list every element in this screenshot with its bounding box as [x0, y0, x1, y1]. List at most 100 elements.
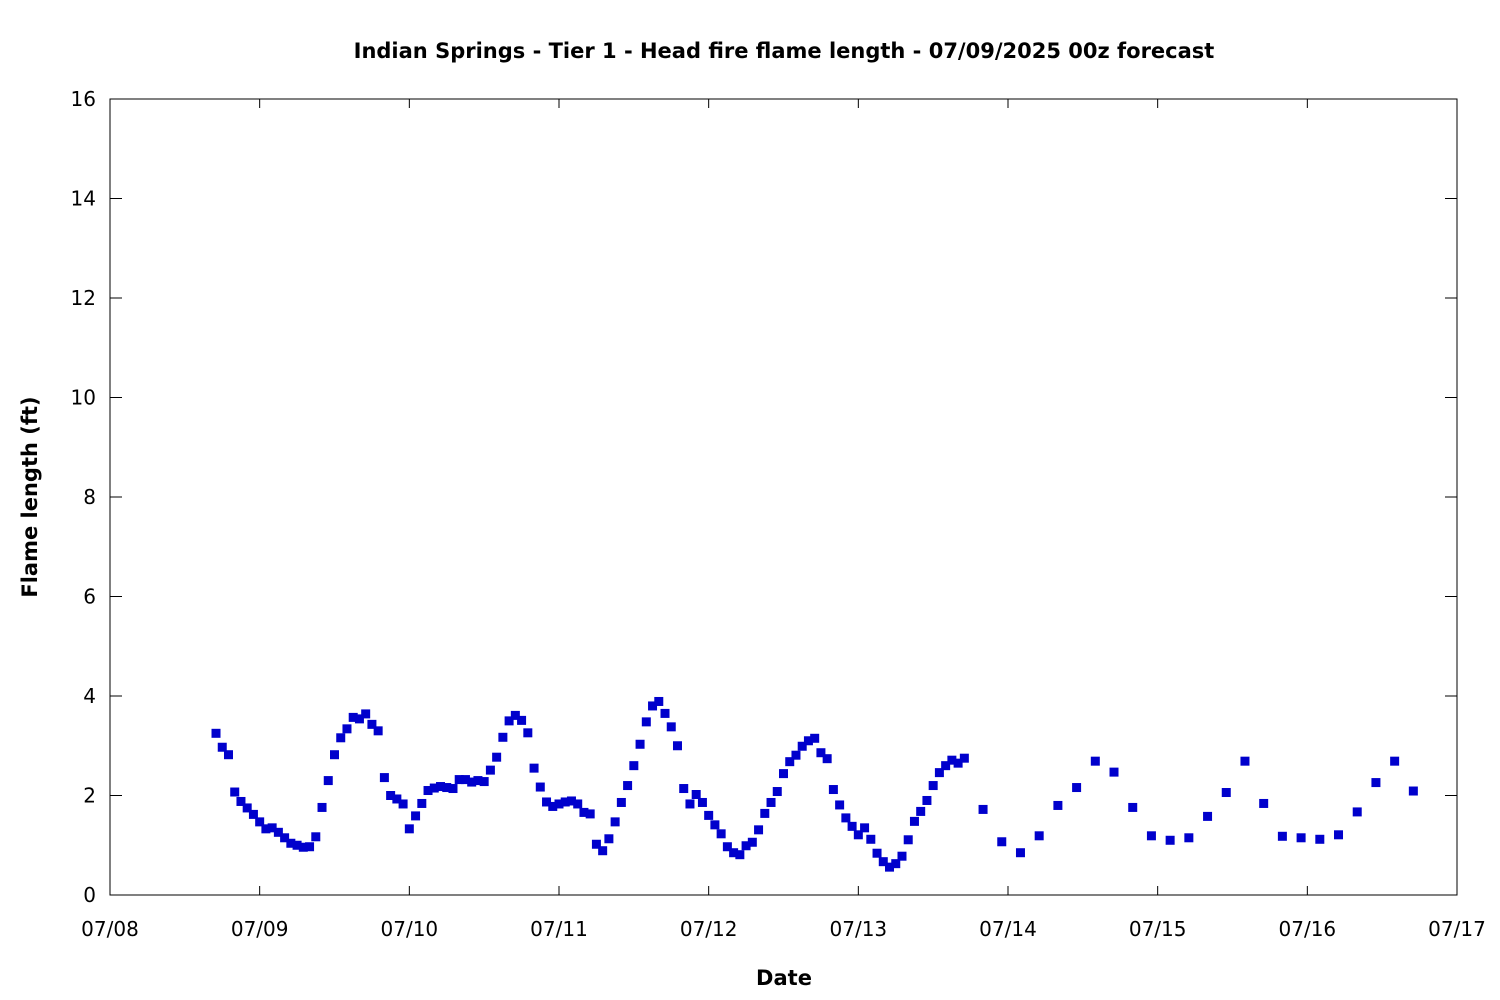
x-tick: 07/15	[1129, 99, 1187, 941]
y-tick-label: 16	[71, 87, 96, 111]
data-point	[691, 790, 701, 799]
x-tick-label: 07/12	[680, 917, 738, 941]
y-tick: 4	[83, 684, 1457, 708]
data-point	[648, 701, 658, 711]
data-point	[1390, 756, 1400, 766]
data-point	[1371, 778, 1381, 788]
y-tick-label: 4	[83, 684, 96, 708]
data-point	[997, 837, 1007, 847]
data-point	[660, 708, 670, 718]
data-point	[367, 719, 377, 729]
data-point	[454, 775, 464, 785]
x-tick-label: 07/09	[231, 917, 289, 941]
data-point	[460, 775, 470, 785]
data-point	[217, 742, 227, 752]
data-point	[429, 783, 439, 793]
data-point	[1203, 811, 1213, 821]
y-tick: 14	[71, 187, 1457, 211]
data-point	[791, 750, 801, 760]
data-point	[710, 820, 720, 830]
data-point	[230, 787, 240, 797]
data-point	[928, 781, 938, 791]
y-tick: 12	[71, 286, 1457, 310]
x-tick: 07/08	[81, 99, 139, 941]
data-point	[866, 834, 876, 844]
data-point	[529, 763, 539, 773]
data-point	[379, 773, 389, 783]
data-point	[953, 758, 963, 768]
y-tick: 6	[83, 585, 1457, 609]
data-point	[330, 750, 339, 760]
x-tick-label: 07/11	[530, 917, 588, 941]
data-point	[1259, 798, 1269, 808]
data-point	[498, 732, 508, 742]
data-point	[248, 809, 258, 819]
data-point	[223, 750, 233, 760]
data-point	[317, 802, 327, 812]
data-point	[903, 835, 913, 845]
data-point	[1408, 786, 1418, 796]
data-point	[1146, 831, 1156, 841]
data-point	[348, 712, 358, 722]
data-point	[610, 817, 620, 827]
x-tick: 07/14	[979, 99, 1037, 941]
data-point	[803, 736, 813, 746]
x-tick-label: 07/16	[1279, 917, 1337, 941]
data-point	[442, 783, 452, 793]
y-tick-label: 2	[83, 784, 96, 808]
data-point	[885, 862, 895, 872]
data-point	[392, 794, 402, 804]
data-point	[922, 795, 932, 805]
x-tick: 07/10	[381, 99, 438, 941]
data-point	[411, 811, 421, 821]
data-point	[797, 741, 807, 751]
x-axis-label: Date	[756, 966, 812, 990]
y-axis: 0 2 4 6 8 10 12 14 16	[71, 87, 1457, 907]
chart-title: Indian Springs - Tier 1 - Head fire flam…	[354, 39, 1215, 63]
data-point	[542, 797, 552, 807]
data-point	[1053, 800, 1063, 810]
data-point	[510, 710, 520, 720]
data-point	[722, 842, 732, 852]
data-point	[635, 739, 645, 749]
data-point	[236, 796, 246, 806]
data-point	[1109, 767, 1119, 777]
data-point	[436, 782, 446, 792]
data-point	[641, 717, 651, 727]
data-point	[716, 829, 726, 839]
x-tick-label: 07/14	[979, 917, 1037, 941]
data-point	[766, 797, 776, 807]
data-point	[672, 741, 682, 751]
data-point	[423, 786, 433, 796]
y-tick-label: 8	[83, 485, 96, 509]
data-point	[311, 832, 321, 842]
data-point	[735, 850, 745, 860]
data-point	[267, 823, 277, 833]
data-point	[323, 776, 333, 786]
data-point	[772, 787, 782, 797]
data-point	[373, 726, 383, 736]
data-point	[853, 830, 863, 840]
data-point	[292, 840, 302, 850]
data-point	[704, 810, 714, 820]
data-point	[623, 781, 633, 791]
data-point	[1128, 802, 1138, 812]
data-point	[517, 715, 527, 725]
data-point	[280, 833, 290, 843]
data-point	[298, 842, 308, 852]
data-point	[747, 837, 757, 847]
data-point	[1277, 831, 1287, 841]
data-point	[523, 728, 533, 738]
y-tick-label: 10	[71, 386, 96, 410]
data-point	[585, 809, 595, 819]
data-point	[1015, 848, 1025, 858]
y-tick: 16	[71, 87, 1457, 111]
data-point	[591, 839, 601, 849]
data-point	[573, 799, 583, 809]
x-tick: 07/09	[231, 99, 289, 941]
data-point	[810, 733, 820, 743]
data-point	[598, 846, 608, 856]
x-axis: 07/08 07/09 07/10 07/11 07/12 07/13 07/14 07/15…	[81, 99, 1486, 941]
x-tick-label: 07/15	[1129, 917, 1187, 941]
